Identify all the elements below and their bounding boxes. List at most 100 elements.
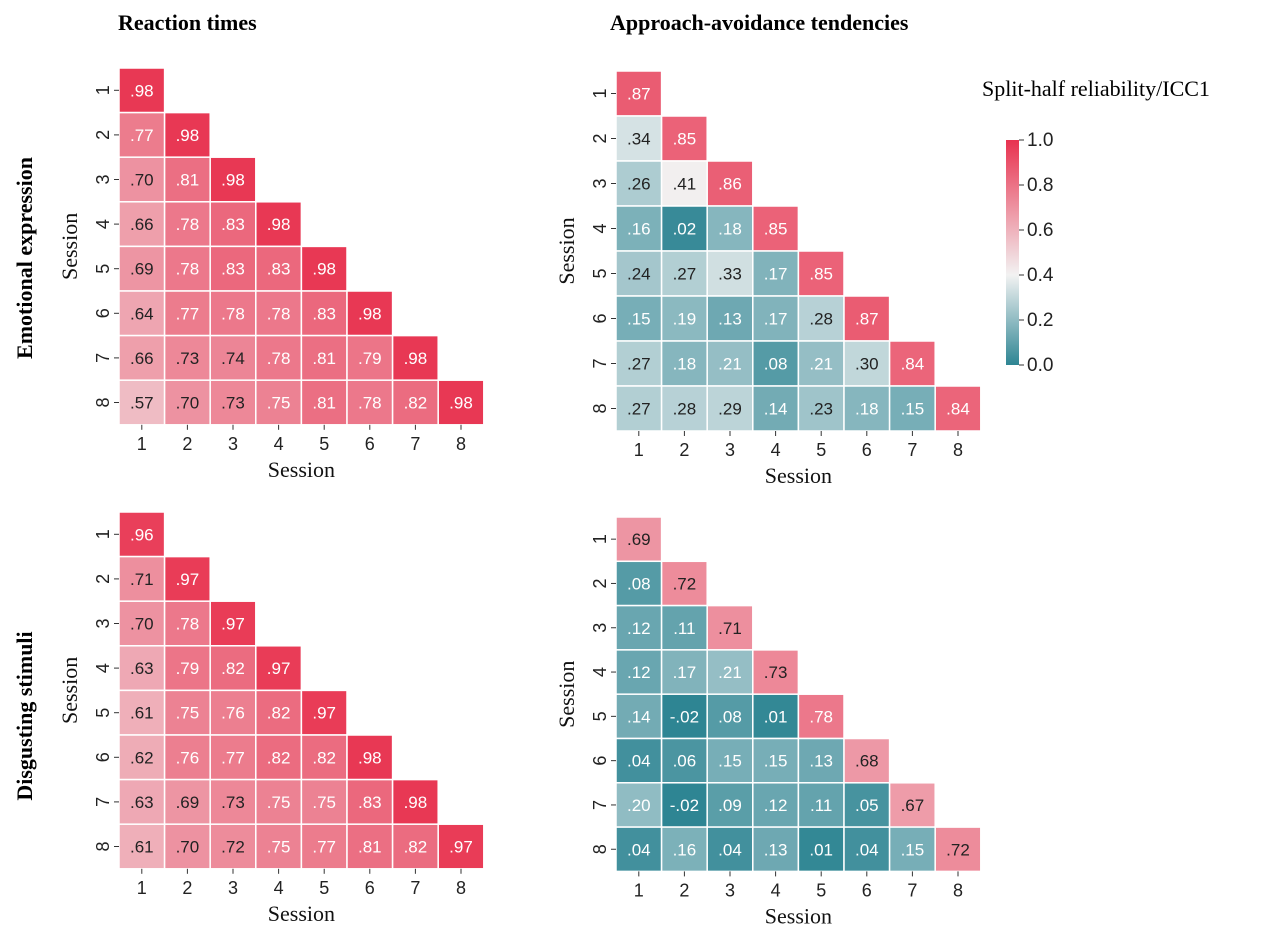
- cell-value-label: .26: [627, 175, 651, 194]
- cell-value-label: .71: [130, 570, 154, 589]
- y-tick-label: 2: [93, 574, 113, 584]
- x-tick-label: 1: [137, 878, 147, 898]
- cell-value-label: .72: [946, 840, 970, 859]
- heatmap-cell: [843, 385, 891, 432]
- heatmap-cell: [437, 379, 485, 426]
- heatmap-cell: [888, 826, 936, 873]
- cell-value-label: .04: [855, 840, 879, 859]
- cell-value-label: .63: [130, 793, 154, 812]
- colorbar-ticks: 1.0 0.8 0.6 0.4 0.2 0.0: [1019, 130, 1054, 376]
- cell-value-label: .98: [358, 748, 382, 767]
- colorbar-tick-label: 0.8: [1027, 175, 1053, 196]
- cell-value-label: .62: [130, 748, 154, 767]
- heatmap-cell: [752, 295, 800, 342]
- y-tick-label: 5: [590, 711, 610, 721]
- cell-value-label: .78: [809, 707, 833, 726]
- cell-value-label: .69: [627, 530, 651, 549]
- cell-value-label: .86: [718, 175, 742, 194]
- heatmap-cell: [118, 823, 166, 870]
- y-tick-label: 6: [590, 756, 610, 766]
- heatmap-cell: [660, 604, 708, 651]
- heatmap-cell: [706, 649, 754, 695]
- x-tick-label: 3: [228, 878, 238, 898]
- heatmap-cell: [615, 295, 663, 342]
- x-tick-label: 3: [228, 434, 238, 454]
- cell-value-label: .28: [673, 400, 697, 419]
- heatmap-cell: [255, 379, 303, 426]
- x-tick-label: 6: [862, 880, 872, 900]
- heatmap-cell: [255, 823, 303, 870]
- heatmap-cell: [163, 778, 211, 825]
- heatmap-cell: [660, 250, 708, 297]
- heatmap-cell: [300, 379, 348, 426]
- x-tick-label: 7: [907, 880, 917, 900]
- cell-value-label: .15: [901, 840, 925, 859]
- heatmap-cell: [797, 250, 845, 297]
- cell-value-label: .78: [221, 304, 245, 323]
- cell-value-label: .33: [718, 265, 742, 284]
- column-title-reaction-times: Reaction times: [118, 10, 257, 35]
- cell-value-label: .27: [627, 355, 651, 374]
- x-tick-label: 8: [953, 440, 963, 460]
- cell-value-label: .83: [312, 304, 336, 323]
- cell-value-label: .76: [176, 748, 200, 767]
- x-tick-label: 8: [953, 880, 963, 900]
- cell-value-label: .30: [855, 355, 879, 374]
- cell-value-label: -.02: [670, 796, 699, 815]
- heatmap-cell: [163, 555, 211, 602]
- x-tick-label: 2: [182, 434, 192, 454]
- heatmap-cell: [843, 295, 891, 342]
- cell-value-label: .98: [404, 349, 428, 368]
- cell-value-label: .69: [130, 260, 154, 279]
- y-tick-label: 3: [590, 623, 610, 633]
- cell-value-label: .17: [764, 310, 788, 329]
- x-axis-label: Session: [268, 901, 335, 926]
- x-axis-label: Session: [268, 457, 335, 482]
- heatmap-cell: [437, 823, 485, 870]
- cell-value-label: .78: [176, 615, 200, 634]
- cell-value-label: .24: [627, 265, 651, 284]
- heatmap-cell: [615, 516, 663, 563]
- heatmap-cell: [255, 645, 303, 692]
- cell-value-label: .77: [312, 838, 336, 857]
- x-tick-label: 8: [456, 878, 466, 898]
- heatmap-cell: [797, 782, 845, 828]
- cell-value-label: .70: [130, 171, 154, 190]
- heatmap-cell: [843, 340, 891, 387]
- cell-value-label: .18: [673, 355, 697, 374]
- cell-value-label: .78: [267, 349, 291, 368]
- x-tick-label: 6: [365, 434, 375, 454]
- cell-value-label: .98: [449, 394, 473, 413]
- cell-value-label: .71: [718, 619, 742, 638]
- y-tick-label: 4: [93, 663, 113, 673]
- x-tick-label: 2: [182, 878, 192, 898]
- cell-value-label: .76: [221, 704, 245, 723]
- y-tick-label: 3: [93, 174, 113, 184]
- cell-value-label: .12: [627, 619, 651, 638]
- heatmap-cell: [888, 340, 936, 387]
- cell-value-label: .14: [627, 707, 651, 726]
- cell-value-label: .75: [176, 704, 200, 723]
- cell-value-label: .87: [855, 310, 879, 329]
- colorbar-title: Split-half reliability/ICC1: [982, 76, 1210, 101]
- heatmap-cell: [752, 205, 800, 252]
- x-tick-label: 7: [410, 878, 420, 898]
- cell-value-label: .81: [312, 349, 336, 368]
- y-tick-label: 1: [590, 534, 610, 544]
- cell-value-label: .82: [267, 748, 291, 767]
- x-tick-label: 3: [725, 440, 735, 460]
- heatmap-cell: [163, 156, 211, 203]
- cell-value-label: -.02: [670, 707, 699, 726]
- cell-value-label: .05: [855, 796, 879, 815]
- row-title-emotional-expression: Emotional expression: [12, 157, 37, 359]
- cell-value-label: .27: [673, 265, 697, 284]
- cell-value-label: .67: [901, 796, 925, 815]
- y-tick-label: 4: [590, 223, 610, 233]
- cell-value-label: .98: [221, 171, 245, 190]
- cell-value-label: .02: [673, 220, 697, 239]
- heatmap-cell: [660, 205, 708, 252]
- heatmap-cell: [346, 290, 394, 337]
- cell-value-label: .04: [627, 752, 651, 771]
- colorbar-tick-label: 0.0: [1027, 355, 1053, 376]
